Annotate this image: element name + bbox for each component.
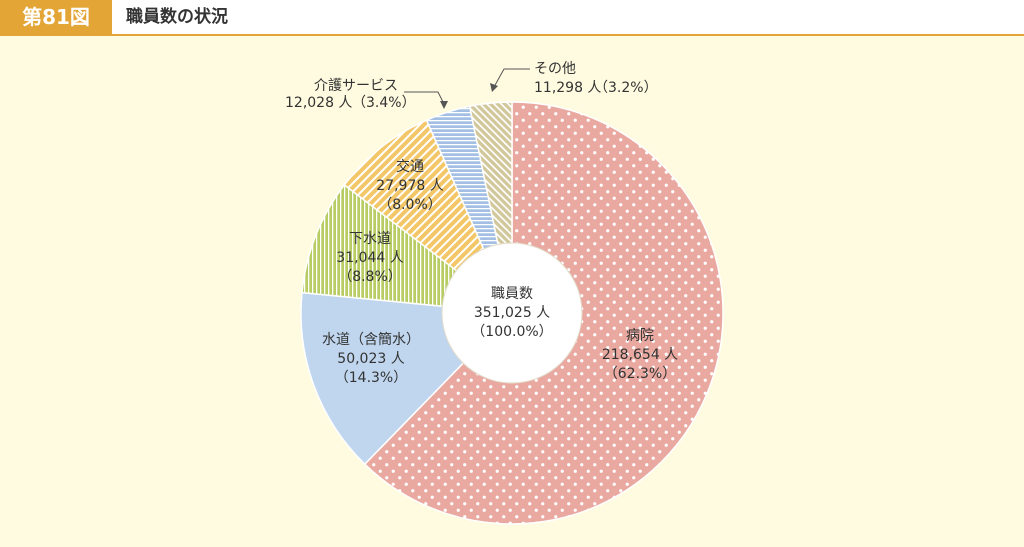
- label-sewer-value: 31,044 人: [336, 250, 403, 266]
- leader-arrow-care: [440, 101, 448, 109]
- leader-line-care: [404, 91, 445, 105]
- label-sewer-percent: （8.8%）: [338, 269, 402, 285]
- center-circle: [441, 242, 583, 384]
- label-care: 介護サービス 12,028 人 （3.4%）: [285, 78, 416, 111]
- label-transport: 交通 27,978 人 （8.0%）: [376, 158, 443, 213]
- label-water: 水道（含簡水） 50,023 人 （14.3%）: [322, 332, 420, 386]
- label-sewer: 下水道 31,044 人 （8.8%）: [336, 231, 403, 285]
- center-percent: （100.0%）: [471, 324, 552, 340]
- pie-chart: 職員数 351,025 人 （100.0%） 病院 218,654 人 （62.…: [285, 61, 724, 525]
- label-care-name: 介護サービス: [314, 78, 398, 94]
- figure-number: 第81図: [0, 0, 112, 34]
- label-hospital-percent: （62.3%）: [604, 366, 676, 382]
- label-sewer-name: 下水道: [349, 231, 391, 247]
- label-transport-value: 27,978 人: [376, 178, 443, 194]
- label-water-value: 50,023 人: [337, 351, 404, 367]
- leader-line-other: [493, 68, 530, 88]
- leader-arrow-other: [490, 83, 498, 92]
- label-hospital-value: 218,654 人: [602, 347, 678, 363]
- label-care-percent: （3.4%）: [352, 95, 416, 111]
- label-water-name: 水道（含簡水）: [322, 332, 420, 348]
- label-transport-percent: （8.0%）: [378, 197, 442, 213]
- center-label: 職員数: [491, 286, 533, 302]
- figure-title: 職員数の状況: [126, 7, 228, 27]
- label-water-percent: （14.3%）: [335, 370, 407, 386]
- label-hospital-name: 病院: [626, 328, 654, 344]
- label-other: その他 11,298 人 （3.2%）: [534, 61, 658, 96]
- label-other-percent: （3.2%）: [594, 80, 658, 96]
- label-care-value: 12,028 人: [285, 95, 352, 111]
- label-other-value: 11,298 人: [534, 80, 601, 96]
- center-value: 351,025 人: [474, 305, 550, 321]
- label-hospital: 病院 218,654 人 （62.3%）: [602, 328, 678, 382]
- label-other-name: その他: [534, 61, 576, 77]
- figure-header: 第81図 職員数の状況: [0, 0, 1024, 36]
- label-transport-name: 交通: [396, 158, 424, 175]
